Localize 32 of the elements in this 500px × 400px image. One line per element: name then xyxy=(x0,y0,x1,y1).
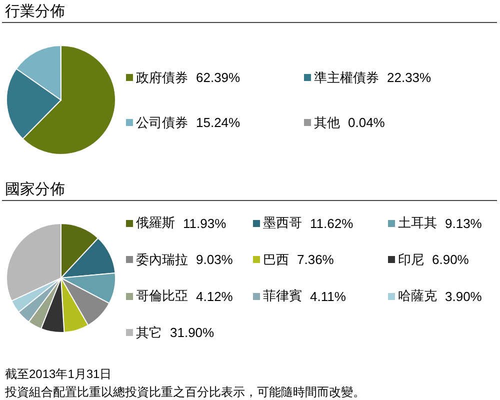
legend-label: 印尼 xyxy=(398,250,424,269)
data-label: 62.39% xyxy=(196,70,240,85)
text: 截至2013年1月31日 xyxy=(5,367,112,381)
legend-label: 俄羅斯 xyxy=(136,214,175,232)
text: 投資組合配置比重以總投資比重之百分比表示，可能隨時間而改變。 xyxy=(5,385,365,399)
legend-label: 其它 xyxy=(136,324,162,342)
data-label: 9.03% xyxy=(196,252,233,268)
data-label: 4.11% xyxy=(310,288,346,304)
data-label: 6.90% xyxy=(432,252,469,268)
data-label: 0.04% xyxy=(348,115,385,130)
data-label: 31.90% xyxy=(170,325,214,340)
data-label: 15.24% xyxy=(196,115,240,130)
data-label: 11.93% xyxy=(183,216,226,231)
data-label: 7.36% xyxy=(297,252,334,268)
data-label: 11.62% xyxy=(310,216,354,231)
legend-label: 巴西 xyxy=(263,250,289,269)
legend-label: 準主權債券 xyxy=(314,68,379,86)
legend-label: 土耳其 xyxy=(398,214,437,232)
legend-label: 公司債券 xyxy=(136,114,188,132)
chart-title: 行業分佈 xyxy=(5,3,65,20)
legend-label: 菲律賓 xyxy=(263,287,302,306)
data-label: 9.13% xyxy=(445,216,482,231)
data-label: 22.33% xyxy=(387,70,432,85)
legend-label: 其他 xyxy=(314,114,340,132)
legend-label: 委內瑞拉 xyxy=(136,250,188,269)
data-label: 3.90% xyxy=(445,288,482,304)
legend-label: 哈薩克 xyxy=(398,287,437,306)
legend-label: 墨西哥 xyxy=(263,214,302,232)
legend-label: 政府債券 xyxy=(136,68,188,86)
data-label: 4.12% xyxy=(196,288,233,304)
legend-label: 哥倫比亞 xyxy=(136,287,188,306)
chart-title: 國家分佈 xyxy=(5,181,65,198)
